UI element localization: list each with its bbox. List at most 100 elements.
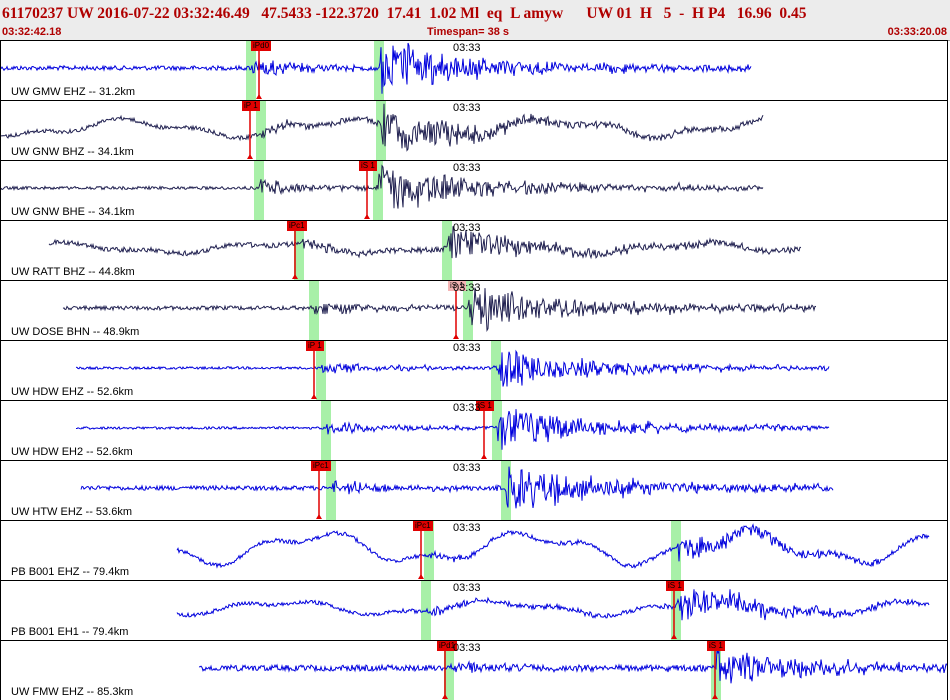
waveform-trace	[1, 103, 764, 152]
waveform-trace	[176, 523, 930, 569]
pick-label[interactable]: iPd1	[437, 641, 458, 651]
s-window	[463, 281, 473, 340]
waveform-trace	[1, 164, 764, 209]
pick-triangle	[712, 694, 718, 699]
waveform-trace	[80, 466, 834, 509]
event-header: 61170237 UW 2016-07-22 03:32:46.49 47.54…	[0, 0, 950, 41]
seismogram-panel[interactable]: iPc1 03:33 UW RATT BHZ -- 44.8km	[0, 220, 948, 280]
pick-triangle	[256, 94, 262, 99]
waveform-canvas	[1, 41, 752, 100]
channel-label: UW HTW EHZ -- 53.6km	[11, 506, 132, 518]
time-mark: 03:33	[453, 522, 481, 534]
time-mark: 03:33	[453, 102, 481, 114]
channel-label: UW GNW BHE -- 34.1km	[11, 206, 135, 218]
pick-label[interactable]: iPc1	[413, 521, 433, 531]
s-window	[711, 641, 721, 700]
seismogram-panel[interactable]: iS 1 03:33 UW GNW BHE -- 34.1km	[0, 160, 948, 220]
waveform-trace	[76, 409, 830, 450]
timespan: Timespan= 38 s	[427, 26, 510, 38]
waveform-canvas	[198, 641, 947, 700]
p-window	[316, 341, 326, 400]
seismogram-panel[interactable]: iPd0 03:33 UW GMW EHZ -- 31.2km	[0, 40, 948, 100]
time-mark: 03:33	[453, 222, 481, 234]
pick-triangle	[453, 334, 459, 339]
pick-label[interactable]: iP 1	[306, 341, 324, 351]
channel-label: UW HDW EHZ -- 52.6km	[11, 386, 134, 398]
pick-triangle	[442, 694, 448, 699]
pick-label[interactable]: iS 1	[707, 641, 725, 651]
p-window	[254, 161, 264, 220]
waveform-canvas	[1, 161, 764, 220]
seismogram-panel[interactable]: iP 1 03:33 UW GNW BHZ -- 34.1km	[0, 100, 948, 160]
pick-label[interactable]: iS 1	[476, 401, 494, 411]
s-window	[373, 161, 383, 220]
time-mark: 03:33	[453, 42, 481, 54]
pick-triangle	[418, 574, 424, 579]
start-time: 03:32:42.18	[2, 26, 62, 38]
channel-label: UW GNW BHZ -- 34.1km	[11, 146, 134, 158]
p-window	[294, 221, 304, 280]
pick-triangle	[481, 454, 487, 459]
pick-triangle	[247, 154, 253, 159]
seismogram-panel[interactable]: iPc1 03:33 PB B001 EHZ -- 79.4km	[0, 520, 948, 580]
p-window	[256, 101, 266, 160]
waveform-canvas	[176, 581, 930, 640]
channel-label: UW RATT BHZ -- 44.8km	[11, 266, 135, 278]
pick-label[interactable]: iPc1	[311, 461, 331, 471]
p-window	[246, 41, 256, 100]
seismogram-panel[interactable]: iS 1 03:33 UW DOSE BHN -- 48.9km	[0, 280, 948, 340]
s-window	[671, 521, 681, 580]
waveform-trace	[1, 42, 752, 94]
channel-label: UW GMW EHZ -- 31.2km	[11, 86, 136, 98]
event-summary: 61170237 UW 2016-07-22 03:32:46.49 47.54…	[2, 5, 807, 22]
pick-triangle	[316, 514, 322, 519]
waveform-canvas	[62, 281, 817, 340]
time-mark: 03:33	[453, 402, 481, 414]
s-window	[374, 41, 384, 100]
p-window	[444, 641, 454, 700]
pick-label[interactable]: iS 1	[448, 281, 466, 291]
channel-label: UW FMW EHZ -- 85.3km	[11, 686, 134, 698]
pick-triangle	[311, 394, 317, 399]
waveform-canvas	[176, 521, 930, 580]
time-mark: 03:33	[453, 282, 481, 294]
waveform-trace	[176, 589, 930, 621]
channel-label: PB B001 EHZ -- 79.4km	[11, 566, 129, 578]
channel-label: PB B001 EH1 -- 79.4km	[11, 626, 129, 638]
p-window	[424, 521, 434, 580]
pick-label[interactable]: iPc1	[287, 221, 307, 231]
pick-label[interactable]: iS 1	[666, 581, 684, 591]
s-window	[671, 581, 681, 640]
channel-label: UW DOSE BHN -- 48.9km	[11, 326, 140, 338]
seismogram-panel[interactable]: iPc1 03:33 UW HTW EHZ -- 53.6km	[0, 460, 948, 520]
pick-triangle	[364, 214, 370, 219]
pick-triangle	[671, 634, 677, 639]
channel-label: UW HDW EH2 -- 52.6km	[11, 446, 133, 458]
waveform-canvas	[75, 341, 830, 400]
seismogram-panel[interactable]: iPd1 iS 1 03:33 UW FMW EHZ -- 85.3km	[0, 640, 948, 700]
waveform-trace	[75, 349, 830, 387]
seismogram-panel[interactable]: iS 1 03:33 UW HDW EH2 -- 52.6km	[0, 400, 948, 460]
waveform-canvas	[1, 101, 764, 160]
p-window	[326, 461, 336, 520]
seismogram-panel[interactable]: iP 1 03:33 UW HDW EHZ -- 52.6km	[0, 340, 948, 400]
s-window	[491, 341, 501, 400]
seismogram-panels[interactable]: iPd0 03:33 UW GMW EHZ -- 31.2km iP 1 03:33 UW…	[0, 40, 950, 700]
time-mark: 03:33	[453, 162, 481, 174]
pick-label[interactable]: iS 1	[359, 161, 377, 171]
p-window	[321, 401, 331, 460]
end-time: 03:33:20.08	[887, 26, 947, 38]
time-mark: 03:33	[453, 462, 481, 474]
waveform-canvas	[80, 461, 834, 520]
pick-triangle	[292, 274, 298, 279]
time-mark: 03:33	[453, 642, 481, 654]
pick-label[interactable]: iPd0	[251, 41, 272, 51]
seismogram-panel[interactable]: iS 1 03:33 PB B001 EH1 -- 79.4km	[0, 580, 948, 640]
waveform-canvas	[76, 401, 830, 460]
s-window	[442, 221, 452, 280]
pick-label[interactable]: iP 1	[242, 101, 260, 111]
waveform-canvas	[48, 221, 802, 280]
waveform-trace	[62, 287, 817, 332]
time-mark: 03:33	[453, 582, 481, 594]
waveform-trace	[198, 649, 947, 684]
